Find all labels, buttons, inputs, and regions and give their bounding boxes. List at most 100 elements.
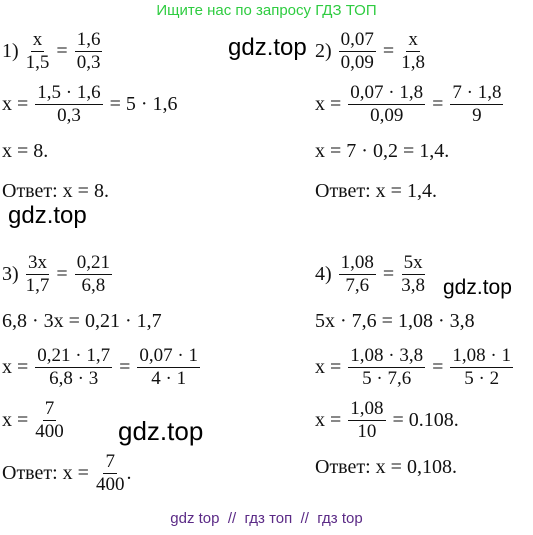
fraction: 1,08 7,6 [337,252,378,297]
math-line: 4) 1,08 7,6 = 5x 3,8 [315,248,515,301]
text: = [427,356,449,378]
text: x = [2,409,34,431]
text: 5x · 7,6 = 1,08 · 3,8 [315,309,475,332]
math-line: x = 8. [2,131,178,171]
denominator: 0,3 [57,105,81,126]
problem: 4) 1,08 7,6 = 5x 3,8 5x · 7,6 = 1,08 · 3,8 x… [315,248,515,487]
footer: gdz top // гдз топ // гдз top [170,510,363,527]
text: x = [315,93,347,115]
math-line: Ответ: x = 7 400. [2,447,202,500]
numerator: 1,5 · 1,6 [35,82,103,105]
numerator: 0,07 · 1 [137,345,200,368]
numerator: x [406,29,420,52]
numerator: x [30,29,45,52]
denominator: 10 [357,421,377,442]
math-line: Ответ: x = 8. [2,171,178,211]
watermark: gdz.top [228,34,307,61]
math-line: 3) 3x 1,7 = 0,21 6,8 [2,248,202,301]
numerator: 1,6 [74,29,103,52]
fraction: 3x 1,7 [24,252,52,297]
text: = [114,356,136,378]
text: = [377,40,400,62]
fraction: 0,07 0,09 [337,29,378,74]
watermark: gdz.top [8,202,87,229]
numerator: 1,08 [338,252,376,275]
math-line: 6,8 · 3x = 0,21 · 1,7 [2,301,202,341]
text: x = [315,409,347,431]
math-line: x = 1,5 · 1,6 0,3 = 5 · 1,6 [2,78,178,131]
denominator: 1,7 [25,275,50,296]
header: Ищите нас по запросу ГДЗ ТОП [156,2,377,19]
text: x = 8. [2,139,49,162]
fraction: 1,08 · 3,8 5 · 7,6 [346,345,427,390]
math-line: x = 0,07 · 1,8 0,09 = 7 · 1,8 9 [315,78,505,131]
fraction: 0,07 · 1,8 0,09 [346,82,427,127]
text: 3) [2,263,24,285]
text: x = [2,93,34,115]
text: = [377,263,400,285]
text: 4) [315,263,337,285]
numerator: 0,07 [338,29,376,52]
fraction: 1,6 0,3 [73,29,105,74]
numerator: 3x [26,252,50,275]
math-line: x = 1,08 10 = 0.108. [315,394,515,447]
math-line: 2) 0,07 0,09 = x 1,8 [315,25,505,78]
denominator: 400 [95,474,125,495]
numerator: 0,21 [74,252,112,275]
denominator: 6,8 [81,275,106,296]
watermark: gdz.top [118,416,204,446]
fraction: 0,21 · 1,7 6,8 · 3 [33,345,114,390]
fraction: 1,08 10 [346,398,387,443]
numerator: 7 [103,451,117,474]
denominator: 0,09 [340,52,374,73]
numerator: 7 [42,398,57,421]
text: 6,8 · 3x = 0,21 · 1,7 [2,309,162,332]
fraction: 1,5 · 1,6 0,3 [33,82,104,127]
fraction: 7 · 1,8 9 [448,82,505,127]
fraction: 5x 3,8 [399,252,427,297]
problem: 3) 3x 1,7 = 0,21 6,8 6,8 · 3x = 0,21 · 1,7 x… [2,248,202,500]
text: = 5 · 1,6 [104,93,178,115]
numerator: 0,21 · 1,7 [35,345,113,368]
fraction: 7 400 [33,398,66,443]
text: Ответ: x = 0,108. [315,455,457,478]
text: = [51,40,73,62]
denominator: 0,3 [76,52,101,73]
text: Ответ: x = [2,462,94,484]
text: = [427,93,449,115]
denominator: 7,6 [345,275,370,296]
text: 1) [2,40,24,62]
text: x = 7 · 0,2 = 1,4. [315,139,450,162]
text: . [126,462,132,484]
denominator: 3,8 [401,275,425,296]
text: x = [2,356,34,378]
text: x = [315,356,347,378]
text: = [51,263,73,285]
denominator: 1,5 [25,52,50,73]
fraction: 0,21 6,8 [73,252,114,297]
fraction: x 1,8 [399,29,427,74]
denominator: 1,8 [401,52,425,73]
denominator: 5 · 2 [464,368,500,389]
math-line: Ответ: x = 0,108. [315,447,515,487]
math-line: x = 7 400 [2,394,202,447]
text: Ответ: x = 8. [2,179,109,202]
denominator: 6,8 · 3 [49,368,99,389]
fraction: x 1,5 [24,29,52,74]
text: Ответ: x = 1,4. [315,179,437,202]
math-line: Ответ: x = 1,4. [315,171,505,211]
denominator: 9 [472,105,482,126]
math-line: 1) x 1,5 = 1,6 0,3 [2,25,178,78]
denominator: 4 · 1 [151,368,187,389]
numerator: 7 · 1,8 [450,82,504,105]
numerator: 1,08 · 3,8 [348,345,426,368]
problem: 1) x 1,5 = 1,6 0,3 x = 1,5 · 1,6 0,3 = 5 · 1… [2,25,178,211]
problem: 2) 0,07 0,09 = x 1,8 x = 0,07 · 1,8 0,09 = 7… [315,25,505,211]
numerator: 5x [401,252,425,275]
text: 2) [315,40,337,62]
